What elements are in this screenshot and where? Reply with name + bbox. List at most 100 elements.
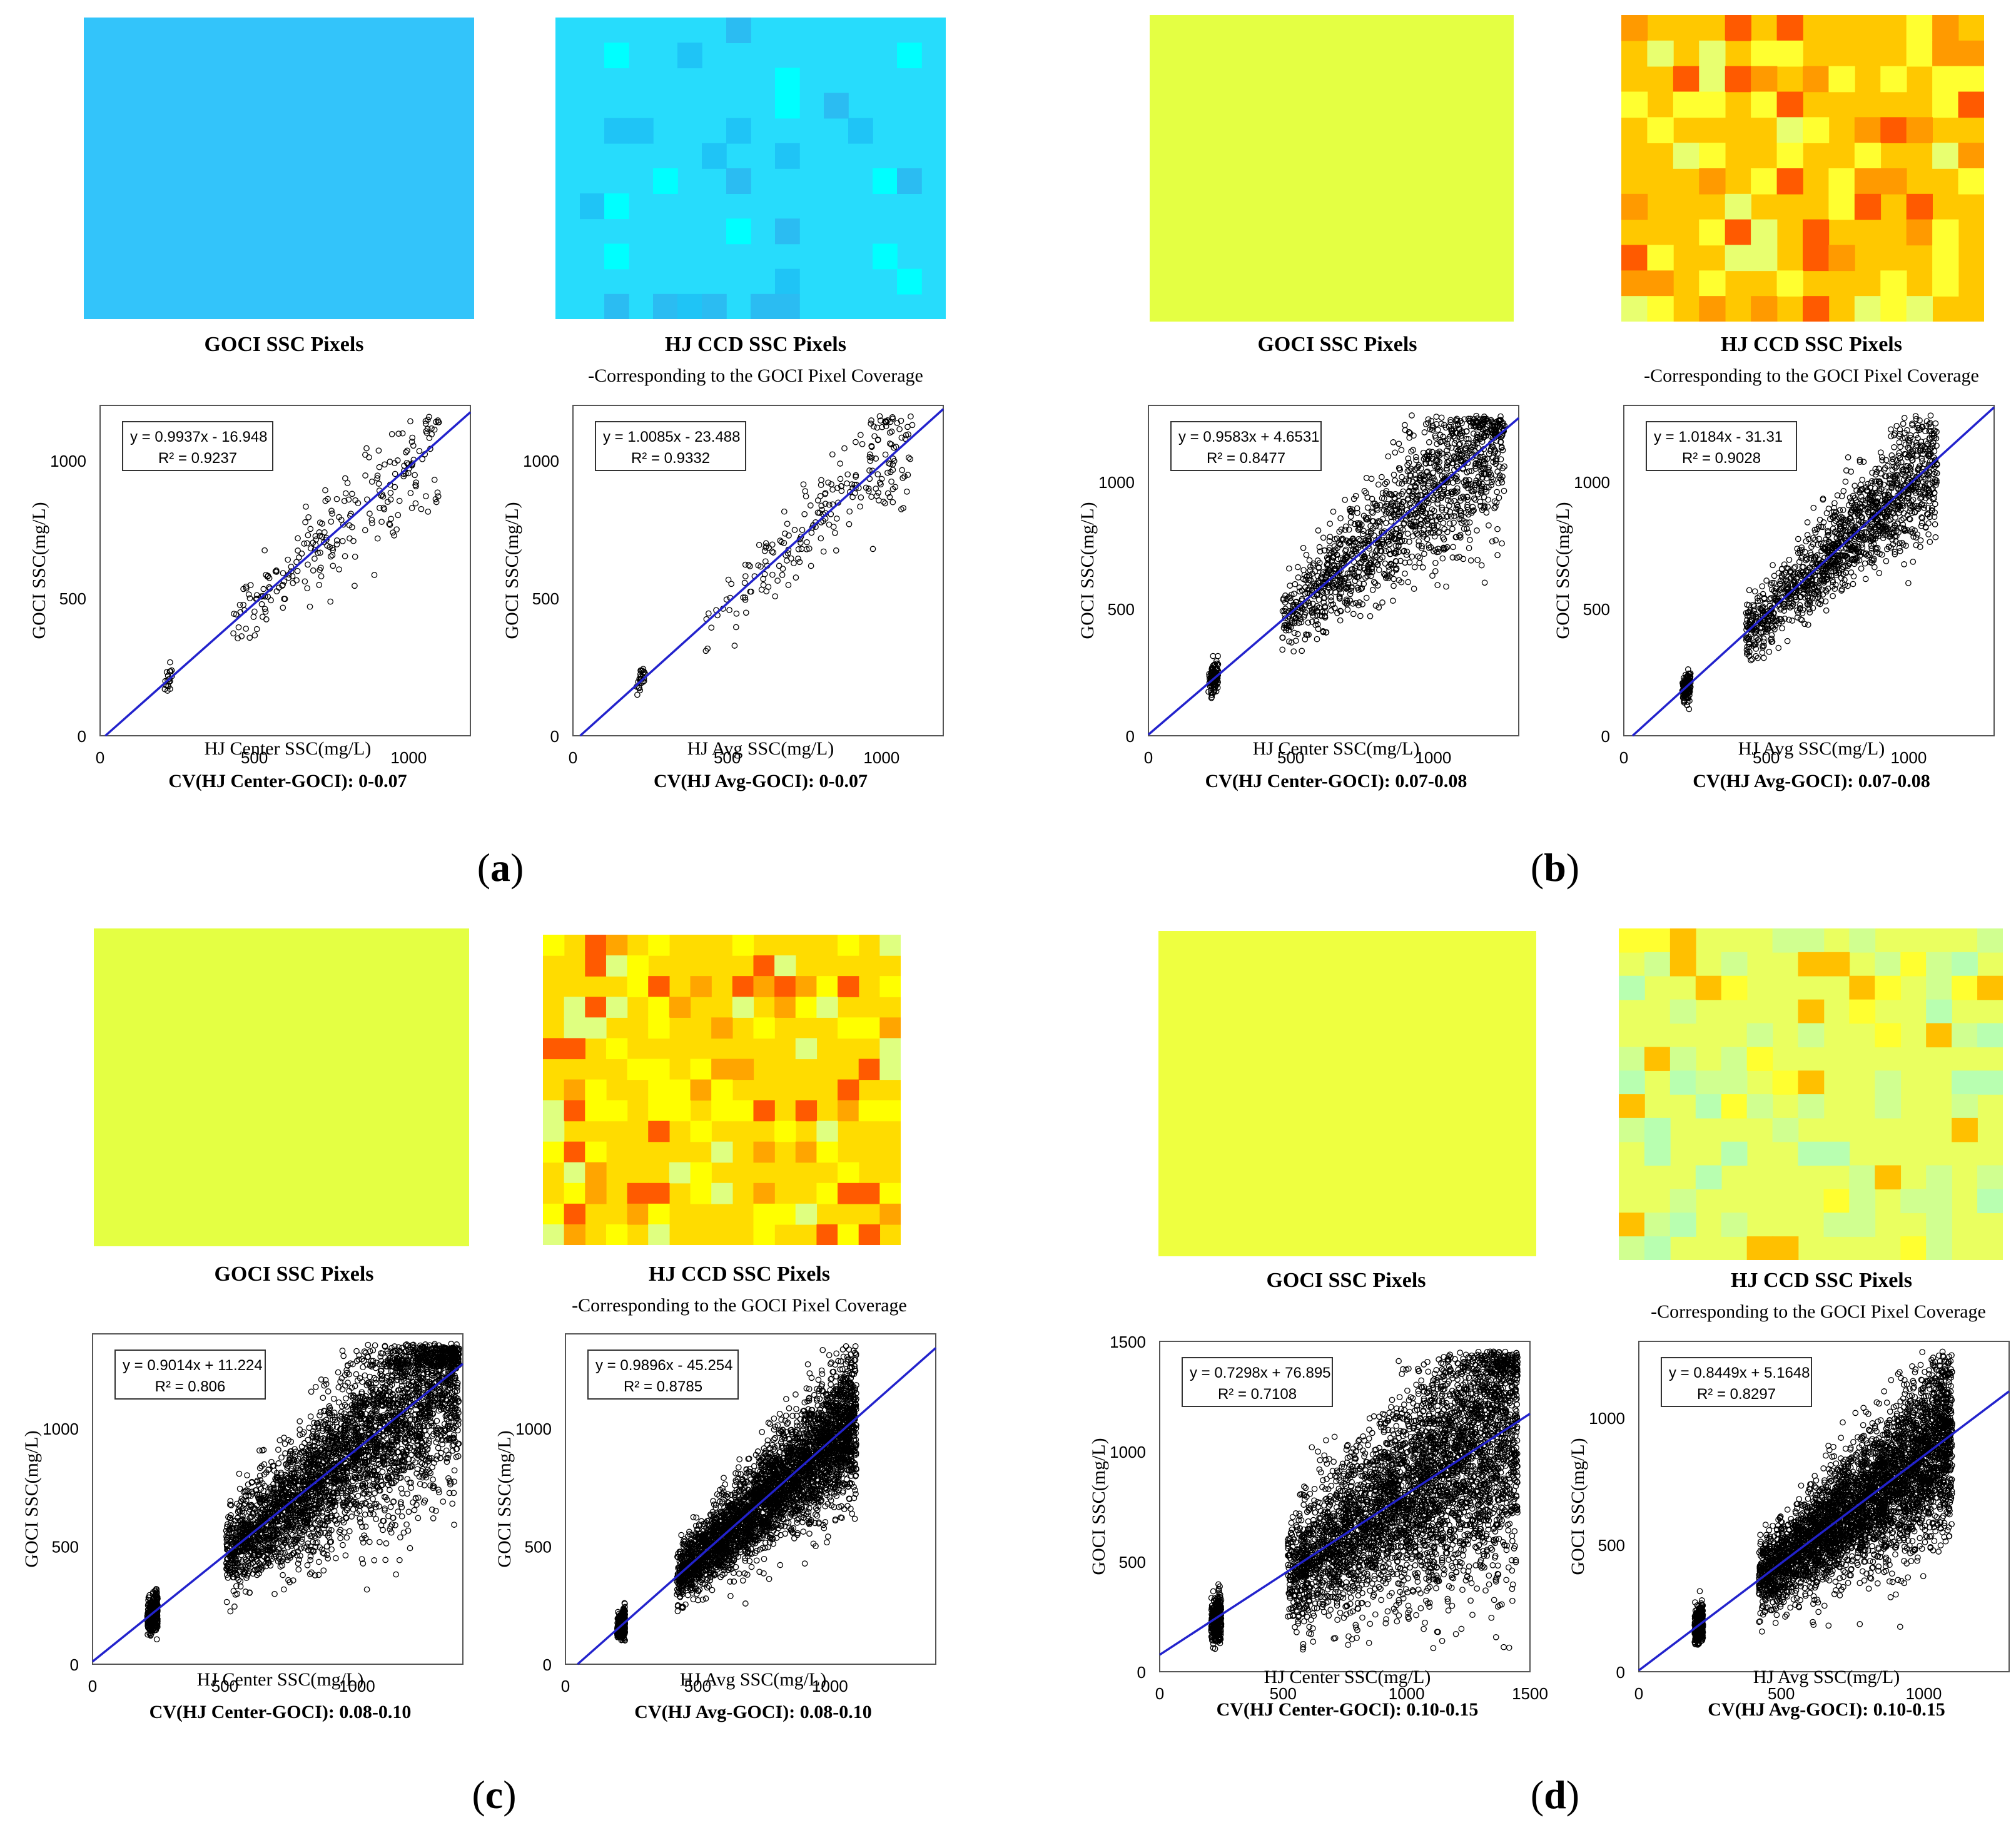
pixel-cell bbox=[1932, 143, 1959, 169]
data-point bbox=[317, 1544, 323, 1551]
data-point bbox=[1385, 491, 1392, 497]
pixel-cell bbox=[648, 1100, 670, 1122]
data-point bbox=[295, 547, 301, 554]
data-point bbox=[1438, 491, 1445, 497]
data-point bbox=[1448, 427, 1454, 434]
data-point bbox=[1876, 490, 1882, 497]
data-point bbox=[307, 1553, 314, 1560]
pixel-cell bbox=[648, 1203, 670, 1225]
data-point bbox=[279, 1562, 286, 1569]
data-point bbox=[1893, 463, 1900, 470]
data-point bbox=[308, 545, 314, 552]
data-point bbox=[301, 578, 308, 585]
data-point bbox=[1906, 464, 1913, 470]
data-point bbox=[1822, 546, 1829, 552]
data-point bbox=[1793, 596, 1800, 603]
pixel-cell bbox=[1803, 296, 1830, 322]
data-point bbox=[1347, 513, 1354, 520]
data-point bbox=[1758, 606, 1765, 613]
pixel-cell bbox=[648, 1121, 670, 1142]
data-point bbox=[1870, 541, 1877, 547]
data-point bbox=[1339, 536, 1346, 542]
data-point bbox=[776, 562, 783, 569]
data-point bbox=[1375, 518, 1382, 524]
data-point bbox=[1932, 521, 1938, 527]
data-point bbox=[1811, 557, 1817, 564]
data-point bbox=[1314, 612, 1320, 618]
pixel-cell bbox=[604, 118, 629, 144]
pixel-cell bbox=[1621, 270, 1648, 297]
data-point bbox=[1920, 450, 1926, 457]
data-point bbox=[435, 1487, 442, 1493]
data-point bbox=[1380, 496, 1387, 502]
data-point bbox=[858, 494, 864, 501]
data-point bbox=[352, 582, 358, 589]
data-point bbox=[844, 471, 851, 478]
data-point bbox=[1466, 545, 1472, 551]
data-point bbox=[1889, 459, 1896, 465]
data-point bbox=[1482, 460, 1489, 467]
data-point bbox=[1446, 520, 1453, 527]
data-point bbox=[808, 562, 814, 569]
pixel-cell bbox=[1751, 91, 1778, 118]
data-point bbox=[413, 479, 420, 486]
data-point bbox=[817, 493, 824, 499]
data-point bbox=[1463, 442, 1470, 449]
data-point bbox=[1888, 426, 1894, 433]
data-point bbox=[1801, 594, 1808, 601]
data-point bbox=[637, 668, 644, 674]
data-point bbox=[1432, 513, 1439, 520]
data-point bbox=[1850, 492, 1856, 499]
data-point bbox=[1398, 509, 1405, 516]
data-point bbox=[1910, 496, 1917, 503]
data-point bbox=[1433, 421, 1440, 427]
data-point bbox=[1755, 654, 1761, 661]
data-point bbox=[433, 1418, 440, 1425]
data-point bbox=[363, 445, 370, 452]
data-point bbox=[384, 499, 391, 506]
data-point bbox=[1419, 564, 1426, 571]
data-point bbox=[1795, 536, 1801, 542]
data-point bbox=[1862, 576, 1869, 582]
data-point bbox=[1906, 440, 1912, 447]
data-point bbox=[1457, 512, 1464, 519]
data-point bbox=[1313, 583, 1320, 589]
data-point bbox=[1486, 484, 1492, 491]
data-point bbox=[1425, 500, 1432, 507]
a-hj-subcaption: -Corresponding to the GOCI Pixel Coverag… bbox=[555, 365, 956, 387]
data-point bbox=[1439, 507, 1446, 513]
data-point bbox=[1390, 582, 1397, 589]
data-point bbox=[343, 1395, 349, 1402]
data-point bbox=[371, 572, 378, 578]
data-point bbox=[1910, 447, 1917, 454]
b-panel-label: (b) bbox=[1492, 845, 1618, 891]
data-point bbox=[795, 556, 801, 562]
data-point bbox=[1457, 497, 1464, 504]
equation-box bbox=[595, 421, 746, 471]
data-point bbox=[874, 437, 881, 444]
data-point bbox=[1489, 419, 1496, 426]
data-point bbox=[1325, 582, 1332, 588]
data-point bbox=[1369, 509, 1376, 516]
data-point bbox=[412, 472, 418, 479]
data-point bbox=[268, 597, 274, 604]
data-point bbox=[837, 475, 844, 482]
data-point bbox=[1871, 498, 1878, 505]
data-point bbox=[1395, 492, 1402, 499]
data-point bbox=[1841, 519, 1848, 526]
data-point bbox=[1382, 480, 1389, 487]
data-point bbox=[1379, 536, 1385, 543]
pixel-cell bbox=[1621, 193, 1648, 220]
data-point bbox=[1435, 484, 1441, 491]
data-point bbox=[1759, 605, 1766, 611]
pixel-cell bbox=[1776, 15, 1803, 41]
pixel-cell bbox=[585, 1017, 607, 1039]
pixel-cell bbox=[1647, 270, 1674, 297]
data-point bbox=[1326, 538, 1333, 544]
data-point bbox=[1454, 502, 1461, 509]
data-point bbox=[1887, 516, 1894, 523]
data-point bbox=[293, 559, 300, 566]
pixel-cell bbox=[1621, 245, 1648, 272]
data-point bbox=[1446, 502, 1452, 509]
pixel-cell bbox=[816, 997, 838, 1018]
